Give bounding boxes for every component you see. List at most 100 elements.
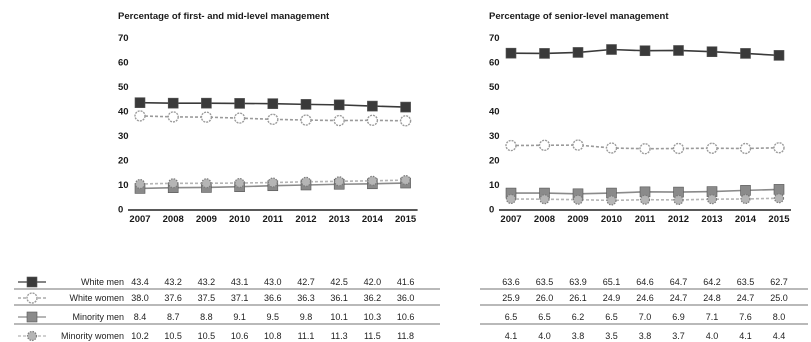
- data-label: 4.0: [538, 331, 551, 341]
- data-label: 24.7: [670, 293, 688, 303]
- x-tick-label: 2014: [735, 214, 757, 225]
- data-point: [740, 48, 751, 59]
- data-label: 24.8: [703, 293, 721, 303]
- data-label: 4.1: [739, 331, 752, 341]
- data-label: 41.6: [397, 277, 415, 287]
- data-label: 36.0: [397, 293, 415, 303]
- x-tick-label: 2015: [768, 214, 790, 225]
- data-point: [267, 177, 278, 188]
- data-label: 10.6: [397, 312, 415, 322]
- data-label: 8.8: [200, 312, 213, 322]
- data-point: [740, 185, 751, 196]
- data-point: [234, 98, 245, 109]
- x-tick-label: 2012: [668, 214, 689, 225]
- data-label: 7.0: [639, 312, 652, 322]
- data-label: 63.5: [536, 277, 554, 287]
- y-tick-label: 40: [118, 107, 129, 118]
- data-point: [740, 193, 751, 205]
- data-label: 3.8: [639, 331, 652, 341]
- data-point: [538, 139, 551, 152]
- data-label: 6.5: [505, 312, 518, 322]
- data-point: [605, 142, 618, 154]
- data-point: [606, 44, 617, 55]
- data-label: 10.5: [198, 331, 216, 341]
- y-tick-label: 30: [489, 131, 500, 142]
- data-point: [333, 99, 345, 111]
- legend-marker: [26, 292, 38, 304]
- y-tick-label: 20: [118, 156, 129, 167]
- data-label: 65.1: [603, 277, 621, 287]
- y-tick-label: 20: [489, 156, 500, 167]
- data-label: 7.6: [739, 312, 752, 322]
- data-point: [267, 113, 279, 126]
- data-label: 9.5: [267, 312, 280, 322]
- legend-label: Minority women: [61, 331, 124, 341]
- legend-label: Minority men: [72, 312, 124, 322]
- legend-label: White men: [81, 277, 124, 287]
- legend-marker: [26, 311, 38, 323]
- x-tick-label: 2015: [395, 214, 417, 225]
- data-point: [167, 111, 179, 123]
- data-label: 42.5: [330, 277, 348, 287]
- data-label: 10.5: [164, 331, 182, 341]
- y-tick-label: 50: [118, 82, 129, 93]
- data-point: [639, 143, 651, 155]
- data-label: 64.2: [703, 277, 721, 287]
- data-point: [505, 193, 517, 205]
- data-label: 37.5: [198, 293, 216, 303]
- data-point: [334, 176, 345, 187]
- data-label: 6.5: [538, 312, 551, 322]
- x-tick-label: 2011: [262, 214, 283, 225]
- data-point: [400, 174, 411, 186]
- data-point: [739, 142, 752, 155]
- data-label: 11.3: [331, 331, 348, 341]
- data-label: 9.8: [300, 312, 313, 322]
- data-point: [300, 99, 312, 110]
- x-tick-label: 2010: [229, 214, 250, 225]
- y-tick-label: 60: [118, 58, 129, 69]
- data-label: 3.8: [572, 331, 585, 341]
- data-point: [706, 194, 718, 205]
- data-label: 24.7: [737, 293, 755, 303]
- chart-left: 0 10 20 30 40 50 60 70 2007 2008 2009 2010 2011 2012 2…: [14, 33, 440, 342]
- data-point: [201, 97, 212, 109]
- data-label: 37.1: [231, 293, 249, 303]
- data-label: 11.1: [298, 331, 315, 341]
- data-point: [267, 98, 279, 109]
- data-point: [505, 47, 517, 59]
- chart-title-left: Percentage of first- and mid-level manag…: [118, 11, 330, 22]
- data-point: [706, 46, 718, 58]
- legend-label: White women: [69, 293, 124, 303]
- data-label: 43.2: [164, 277, 182, 287]
- data-label: 10.6: [231, 331, 249, 341]
- data-label: 36.1: [330, 293, 348, 303]
- data-point: [672, 142, 685, 155]
- data-label: 64.6: [636, 277, 654, 287]
- data-point: [200, 111, 213, 123]
- data-label: 26.0: [536, 293, 554, 303]
- x-tick-label: 2011: [635, 214, 656, 225]
- y-tick-label: 0: [489, 205, 494, 216]
- data-point: [639, 194, 651, 205]
- data-point: [539, 194, 550, 205]
- data-label: 4.4: [773, 331, 786, 341]
- data-point: [399, 115, 412, 127]
- data-label: 6.9: [672, 312, 685, 322]
- data-label: 63.6: [502, 277, 520, 287]
- data-label: 64.7: [670, 277, 688, 287]
- y-tick-label: 70: [489, 33, 500, 44]
- data-label: 36.2: [364, 293, 382, 303]
- data-label: 8.0: [773, 312, 786, 322]
- y-tick-label: 10: [118, 180, 129, 191]
- data-label: 36.6: [264, 293, 282, 303]
- data-point: [773, 193, 785, 204]
- data-point: [168, 178, 179, 189]
- data-label: 42.7: [297, 277, 315, 287]
- data-point: [333, 114, 345, 127]
- chart-title-right: Percentage of senior-level management: [489, 11, 669, 22]
- y-tick-label: 50: [489, 82, 500, 93]
- data-point: [572, 194, 584, 205]
- data-point: [134, 97, 146, 108]
- data-point: [134, 110, 146, 122]
